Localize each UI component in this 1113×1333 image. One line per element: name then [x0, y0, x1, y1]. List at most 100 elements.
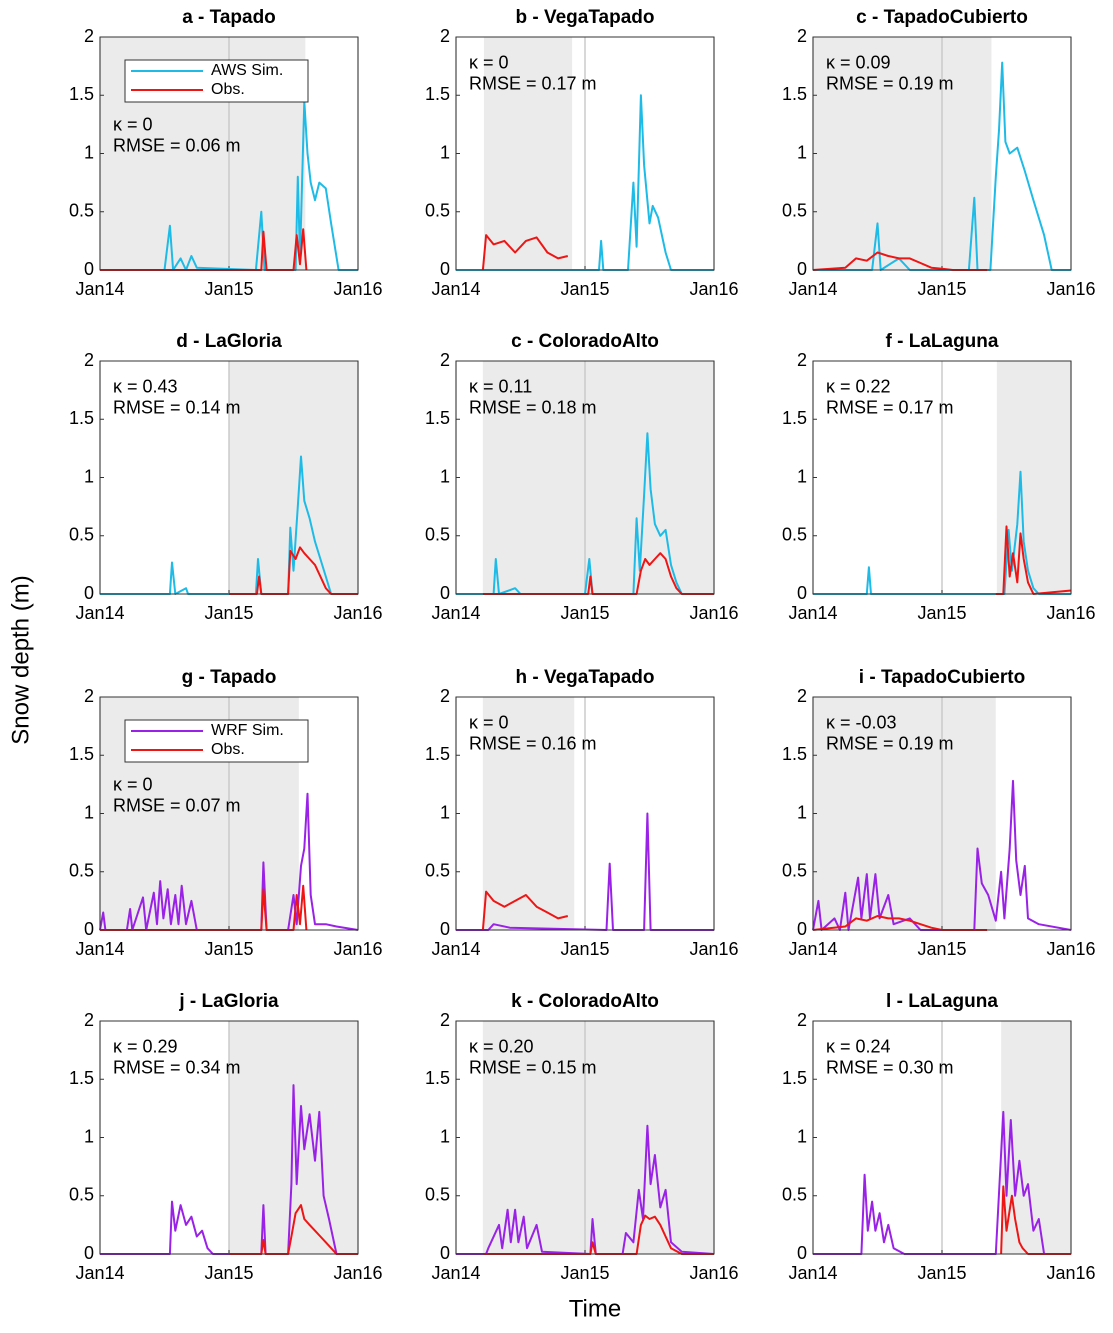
y-tick-label: 2 — [440, 1010, 450, 1030]
y-tick-label: 1.5 — [69, 84, 94, 104]
shaded-period — [813, 697, 996, 930]
legend-label: Obs. — [211, 741, 245, 758]
plot-frame — [99, 360, 359, 595]
x-tick-label: Jan16 — [689, 939, 738, 959]
y-tick-label: 0 — [84, 583, 94, 603]
y-tick-label: 1.5 — [782, 408, 807, 428]
annotation: κ = -0.03 — [826, 713, 897, 733]
annotation: RMSE = 0.14 m — [113, 398, 241, 418]
x-tick-label: Jan16 — [689, 1263, 738, 1283]
x-tick-label: Jan15 — [560, 939, 609, 959]
chart-title: c - TapadoCubierto — [856, 7, 1028, 28]
annotation: RMSE = 0.30 m — [826, 1058, 954, 1078]
y-tick-label: 1 — [440, 802, 450, 822]
series-line — [456, 94, 714, 271]
annotation: RMSE = 0.34 m — [113, 1058, 241, 1078]
chart-title: d - LaGloria — [176, 331, 282, 352]
annotation: κ = 0.43 — [113, 377, 178, 397]
y-tick-label: 0 — [440, 259, 450, 279]
y-tick-label: 1 — [797, 466, 807, 486]
x-axis-label: Time — [569, 1295, 621, 1322]
y-tick-label: 0 — [797, 1243, 807, 1263]
chart-title: i - TapadoCubierto — [859, 667, 1025, 688]
plot-frame — [812, 696, 1072, 931]
plot-frame — [99, 696, 359, 931]
y-tick-label: 0 — [84, 919, 94, 939]
series-line — [813, 470, 1071, 595]
x-tick-label: Jan15 — [917, 279, 966, 299]
annotation: κ = 0.22 — [826, 377, 891, 397]
annotation: κ = 0.09 — [826, 53, 891, 73]
x-tick-label: Jan14 — [431, 939, 480, 959]
y-tick-label: 0 — [84, 259, 94, 279]
y-tick-label: 0.5 — [69, 201, 94, 221]
series-line — [482, 552, 714, 595]
shaded-period — [813, 37, 992, 270]
x-tick-label: Jan15 — [560, 1263, 609, 1283]
y-tick-label: 2 — [84, 350, 94, 370]
series-line — [1000, 1185, 1071, 1255]
y-tick-label: 0.5 — [69, 861, 94, 881]
x-tick-label: Jan14 — [431, 1263, 480, 1283]
x-tick-label: Jan15 — [204, 603, 253, 623]
chart-title: b - VegaTapado — [515, 7, 654, 28]
annotation: RMSE = 0.16 m — [469, 734, 597, 754]
x-tick-label: Jan16 — [1046, 939, 1095, 959]
series-line — [99, 792, 359, 931]
y-tick-label: 1 — [84, 142, 94, 162]
x-tick-label: Jan16 — [333, 279, 382, 299]
y-tick-label: 0 — [440, 1243, 450, 1263]
y-tick-label: 1.5 — [425, 408, 450, 428]
x-tick-label: Jan14 — [788, 1263, 837, 1283]
y-tick-label: 0.5 — [782, 201, 807, 221]
x-tick-label: Jan14 — [788, 279, 837, 299]
annotation: κ = 0.11 — [469, 377, 532, 397]
chart-title: l - LaLaguna — [886, 991, 998, 1012]
x-tick-label: Jan16 — [1046, 279, 1095, 299]
series-line — [812, 915, 988, 931]
series-line — [100, 455, 358, 595]
annotation: RMSE = 0.19 m — [826, 74, 954, 94]
y-tick-label: 1.5 — [69, 1068, 94, 1088]
series-line — [995, 525, 1072, 595]
y-tick-label: 0 — [440, 919, 450, 939]
shaded-period — [482, 361, 714, 594]
y-tick-label: 2 — [440, 26, 450, 46]
y-tick-label: 1 — [440, 142, 450, 162]
y-tick-label: 1 — [797, 1126, 807, 1146]
plot-frame — [99, 1020, 359, 1255]
series-line — [481, 890, 569, 931]
plot-frame — [455, 696, 715, 931]
y-tick-label: 0 — [84, 1243, 94, 1263]
y-tick-label: 0.5 — [425, 1185, 450, 1205]
series-line — [482, 1214, 714, 1255]
y-tick-label: 0 — [440, 583, 450, 603]
y-tick-label: 1.5 — [782, 84, 807, 104]
chart-title: h - VegaTapado — [515, 667, 654, 688]
series-line — [812, 779, 1072, 931]
y-tick-label: 0.5 — [425, 861, 450, 881]
x-tick-label: Jan15 — [204, 939, 253, 959]
x-tick-label: Jan14 — [788, 939, 837, 959]
shaded-period — [482, 697, 575, 930]
y-tick-label: 2 — [84, 1010, 94, 1030]
y-tick-label: 1.5 — [782, 744, 807, 764]
annotation: κ = 0 — [469, 53, 509, 73]
y-tick-label: 1 — [797, 802, 807, 822]
annotation: RMSE = 0.17 m — [469, 74, 597, 94]
shaded-period — [483, 37, 573, 270]
x-tick-label: Jan16 — [333, 1263, 382, 1283]
series-line — [456, 1124, 715, 1255]
y-tick-label: 1 — [84, 1126, 94, 1146]
legend-box — [124, 59, 309, 103]
x-tick-label: Jan14 — [75, 279, 124, 299]
y-tick-label: 0.5 — [425, 201, 450, 221]
y-tick-label: 1.5 — [425, 1068, 450, 1088]
y-tick-label: 0 — [797, 583, 807, 603]
x-tick-label: Jan14 — [431, 603, 480, 623]
x-tick-label: Jan15 — [560, 279, 609, 299]
annotation: RMSE = 0.19 m — [826, 734, 954, 754]
x-tick-label: Jan16 — [333, 603, 382, 623]
y-tick-label: 0.5 — [69, 525, 94, 545]
